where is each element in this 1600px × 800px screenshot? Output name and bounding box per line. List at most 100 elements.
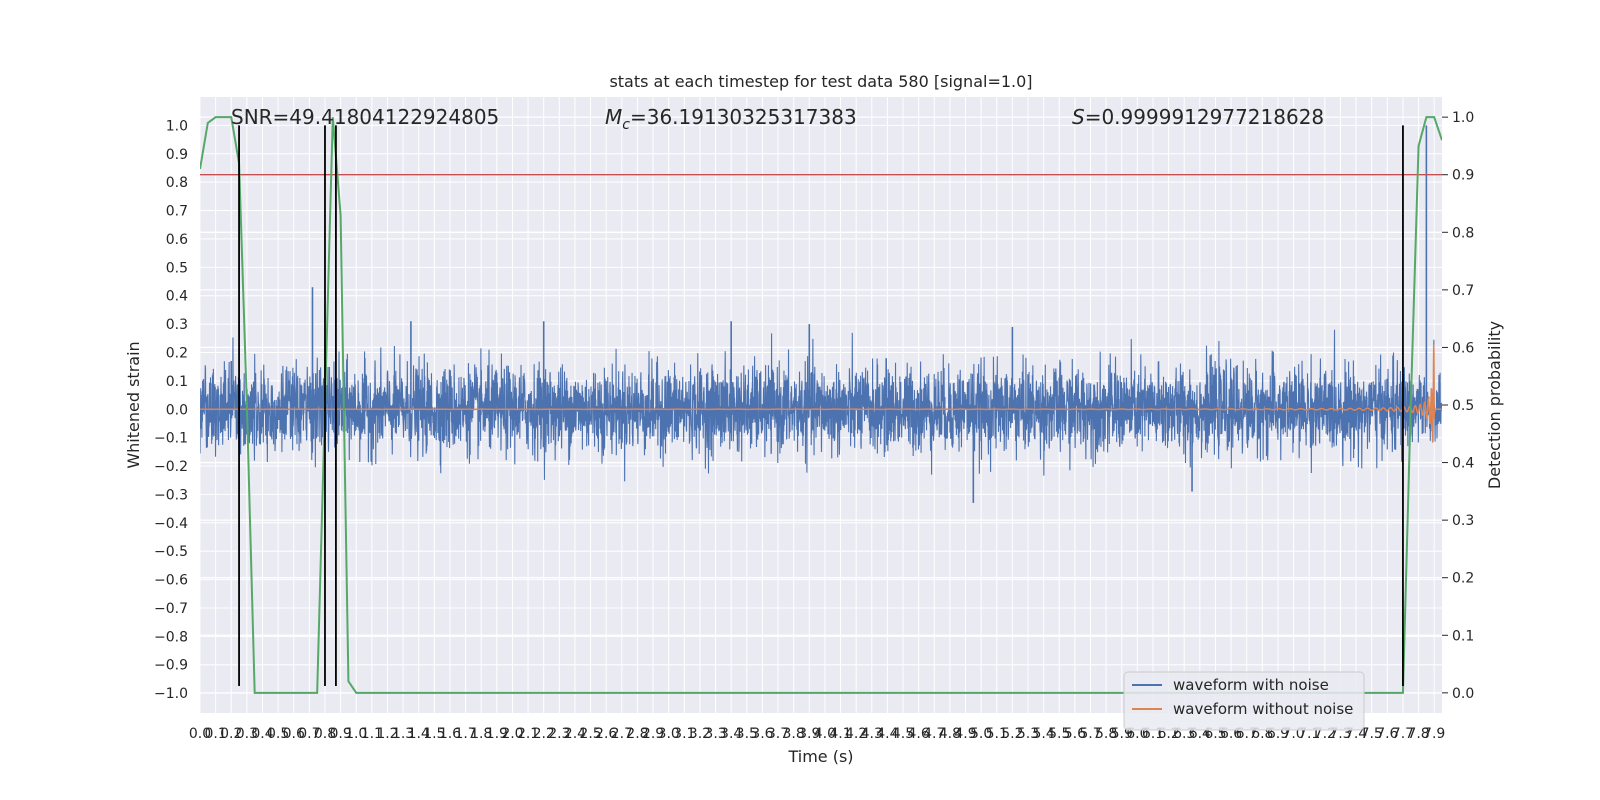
x-tick-label: 0.1 <box>204 726 226 742</box>
legend-label-noise: waveform with noise <box>1173 676 1329 694</box>
x-tick-label: 2.2 <box>533 726 555 742</box>
legend-box <box>1123 671 1365 731</box>
x-tick-label: 0.9 <box>329 726 351 742</box>
x-tick-label: 7.7 <box>1392 726 1414 742</box>
y-tick-label: 0.5 <box>166 260 188 276</box>
x-tick-label: 3.1 <box>673 726 695 742</box>
chart-title: stats at each timestep for test data 580… <box>609 72 1032 91</box>
y-right-tick-label: 0.6 <box>1452 340 1474 356</box>
x-tick-label: 4.1 <box>829 726 851 742</box>
y-tick-label: −0.1 <box>154 431 188 447</box>
y-tick-label: −0.3 <box>154 487 188 503</box>
x-tick-label: 3.2 <box>689 726 711 742</box>
x-tick-label: 4.2 <box>845 726 867 742</box>
y-tick-label: 0.6 <box>166 232 188 248</box>
detection-score-annotation: S=0.9999912977218628 <box>1072 105 1324 129</box>
y-tick-label: 0.9 <box>166 147 188 163</box>
y-tick-label: −0.2 <box>154 459 188 475</box>
x-tick-label: 4.6 <box>908 726 930 742</box>
y-tick-labels: 1.0 0.9 0.8 0.7 0.6 0.5 0.4 0.3 0.2 0.1 0.0 −0.1 −0.… <box>154 118 188 702</box>
x-tick-label: 3.6 <box>751 726 773 742</box>
plot-layer <box>200 116 1442 694</box>
y-tick-label: −1.0 <box>154 686 188 702</box>
y-tick-label: −0.5 <box>154 544 188 560</box>
x-tick-label: 4.7 <box>923 726 945 742</box>
y-right-tick-label: 0.4 <box>1452 456 1474 472</box>
x-tick-label: 1.3 <box>392 726 414 742</box>
x-tick-label: 2.9 <box>642 726 664 742</box>
y-tick-label: −0.4 <box>154 516 188 532</box>
legend-label-clean: waveform without noise <box>1173 700 1353 718</box>
y-right-tick-label: 0.3 <box>1452 513 1474 529</box>
clean-waveform-line <box>200 344 1442 443</box>
x-tick-label: 4.8 <box>939 726 961 742</box>
legend: waveform with noise waveform without noi… <box>1123 671 1365 731</box>
y-right-tick-label: 0.5 <box>1452 398 1474 414</box>
y-tick-label: 0.7 <box>166 204 188 220</box>
y-right-tick-labels: 1.0 0.9 0.8 0.7 0.6 0.5 0.4 0.3 0.2 0.1 0.0 <box>1442 110 1474 702</box>
x-tick-label: 5.3 <box>1017 726 1039 742</box>
x-tick-label: 2.8 <box>626 726 648 742</box>
noisy-waveform-line <box>200 329 1442 482</box>
y-tick-label: 0.4 <box>166 289 188 305</box>
x-tick-label: 5.5 <box>1048 726 1070 742</box>
x-tick-label: 7.8 <box>1407 726 1429 742</box>
x-tick-label: 7.9 <box>1423 726 1445 742</box>
y-right-tick-label: 0.7 <box>1452 283 1474 299</box>
y-right-tick-label: 0.0 <box>1452 686 1474 702</box>
y-right-axis-label: Detection probability <box>1485 321 1504 489</box>
x-tick-label: 7.6 <box>1376 726 1398 742</box>
detection-probability-line <box>200 116 1442 694</box>
x-tick-label: 0.3 <box>236 726 258 742</box>
x-tick-label: 1.9 <box>486 726 508 742</box>
y-right-tick-label: 0.8 <box>1452 225 1474 241</box>
x-tick-label: 4.3 <box>861 726 883 742</box>
y-tick-label: 1.0 <box>166 118 188 134</box>
x-tick-label: 0.7 <box>298 726 320 742</box>
x-tick-label: 3.4 <box>720 726 742 742</box>
y-tick-label: 0.3 <box>166 317 188 333</box>
x-tick-label: 5.1 <box>986 726 1008 742</box>
x-tick-label: 4.9 <box>954 726 976 742</box>
x-tick-label: 0.8 <box>314 726 336 742</box>
x-tick-label: 2.3 <box>548 726 570 742</box>
y-tick-label: 0.1 <box>166 374 188 390</box>
x-tick-label: 1.4 <box>408 726 430 742</box>
y-right-tick-label: 1.0 <box>1452 110 1474 126</box>
y-right-tick-label: 0.1 <box>1452 628 1474 644</box>
y-tick-label: 0.2 <box>166 345 188 361</box>
x-tick-label: 1.7 <box>454 726 476 742</box>
x-tick-label: 5.0 <box>970 726 992 742</box>
x-tick-label: 1.0 <box>345 726 367 742</box>
x-tick-label: 0.2 <box>220 726 242 742</box>
x-tick-label: 3.0 <box>658 726 680 742</box>
x-tick-label: 2.4 <box>564 726 586 742</box>
x-tick-label: 1.6 <box>439 726 461 742</box>
chirp-mass-annotation: Mc=36.19130325317383 <box>605 105 857 133</box>
x-tick-label: 2.7 <box>611 726 633 742</box>
x-tick-label: 2.1 <box>517 726 539 742</box>
x-tick-label: 3.9 <box>798 726 820 742</box>
snr-annotation: SNR=49.41804122924805 <box>231 105 499 129</box>
x-tick-label: 7.5 <box>1361 726 1383 742</box>
x-tick-label: 3.3 <box>704 726 726 742</box>
x-tick-label: 5.4 <box>1032 726 1054 742</box>
x-tick-label: 4.0 <box>814 726 836 742</box>
x-tick-label: 5.2 <box>1001 726 1023 742</box>
x-tick-label: 5.6 <box>1064 726 1086 742</box>
x-tick-label: 4.5 <box>892 726 914 742</box>
x-tick-label: 2.0 <box>501 726 523 742</box>
x-tick-label: 1.2 <box>376 726 398 742</box>
x-tick-label: 5.8 <box>1095 726 1117 742</box>
x-tick-label: 2.6 <box>595 726 617 742</box>
y-tick-label: 0.8 <box>166 175 188 191</box>
y-tick-label: −0.6 <box>154 573 188 589</box>
y-right-tick-label: 0.9 <box>1452 168 1474 184</box>
x-axis-label: Time (s) <box>787 747 853 766</box>
x-tick-label: 0.4 <box>251 726 273 742</box>
x-tick-label: 0.0 <box>189 726 211 742</box>
x-tick-label: 3.5 <box>736 726 758 742</box>
x-tick-label: 0.6 <box>283 726 305 742</box>
y-tick-label: −0.9 <box>154 658 188 674</box>
